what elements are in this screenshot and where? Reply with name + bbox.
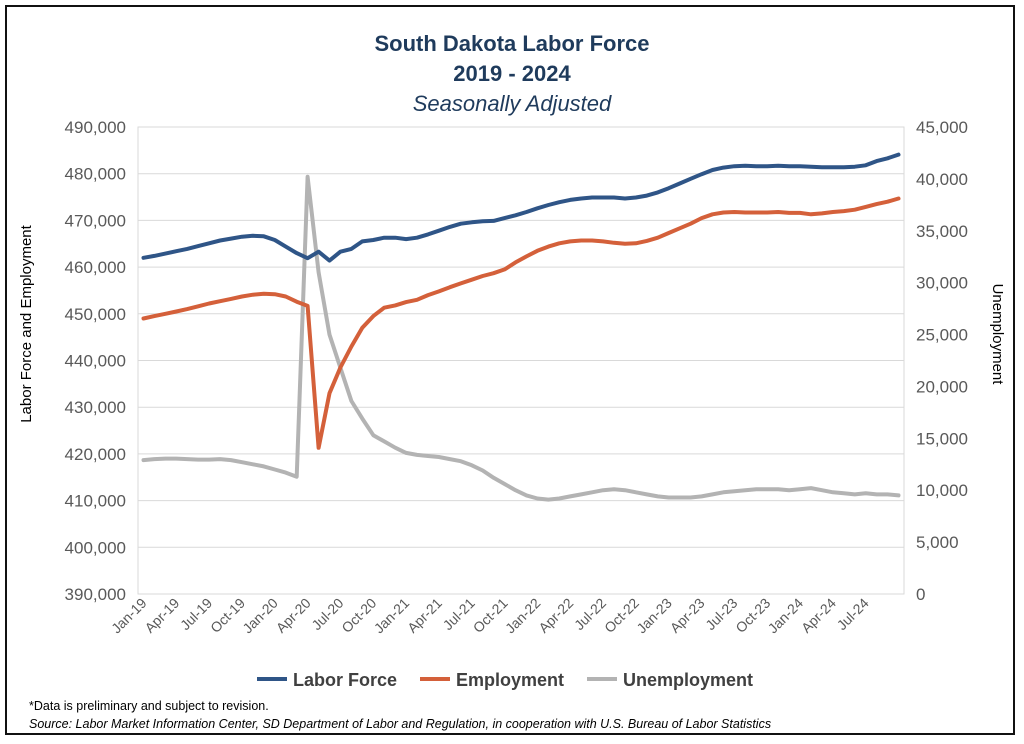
chart-subtitle: Seasonally Adjusted bbox=[412, 91, 612, 116]
x-tick-label: Apr-24 bbox=[798, 595, 839, 636]
y-tick-label: 470,000 bbox=[65, 211, 126, 230]
x-tick-label: Apr-20 bbox=[273, 595, 314, 636]
y-tick-label: 460,000 bbox=[65, 258, 126, 277]
preliminary-note: *Data is preliminary and subject to revi… bbox=[29, 699, 269, 713]
chart-years: 2019 - 2024 bbox=[453, 61, 571, 86]
y2-tick-label: 40,000 bbox=[916, 170, 968, 189]
x-tick-label: Jan-24 bbox=[765, 595, 807, 637]
y-tick-label: 440,000 bbox=[65, 352, 126, 371]
y-tick-label: 430,000 bbox=[65, 398, 126, 417]
legend-item-employment: Employment bbox=[420, 670, 564, 690]
y2-tick-label: 0 bbox=[916, 585, 925, 604]
chart-title: South Dakota Labor Force bbox=[374, 31, 650, 56]
y-tick-label: 450,000 bbox=[65, 305, 126, 324]
grid bbox=[137, 126, 905, 595]
x-tick-label: Apr-19 bbox=[141, 595, 182, 636]
x-tick-label: Apr-21 bbox=[404, 595, 445, 636]
legend-item-labor-force: Labor Force bbox=[257, 670, 397, 690]
x-tick-label: Oct-23 bbox=[732, 595, 773, 636]
y2-tick-label: 10,000 bbox=[916, 481, 968, 500]
x-tick-label: Oct-19 bbox=[207, 595, 248, 636]
x-tick-label: Oct-21 bbox=[470, 595, 511, 636]
y-tick-label: 420,000 bbox=[65, 445, 126, 464]
y-tick-label: 400,000 bbox=[65, 538, 126, 557]
line-chart: 390,000 400,000 410,000 420,000 430,000 440,0… bbox=[18, 118, 1006, 690]
legend-label: Employment bbox=[456, 670, 564, 690]
legend-label: Unemployment bbox=[623, 670, 753, 690]
y2-axis-label: Unemployment bbox=[989, 284, 1006, 386]
x-tick-label: Oct-22 bbox=[601, 595, 642, 636]
y-axis-left: 390,000 400,000 410,000 420,000 430,000 440,0… bbox=[65, 118, 126, 604]
y-tick-label: 410,000 bbox=[65, 492, 126, 511]
series-group bbox=[141, 152, 901, 502]
y2-tick-label: 25,000 bbox=[916, 326, 968, 345]
y-tick-label: 480,000 bbox=[65, 165, 126, 184]
series-line-unemployment bbox=[141, 174, 901, 502]
x-tick-label: Jul-24 bbox=[834, 595, 872, 633]
x-axis: Jan-19Apr-19Jul-19Oct-19Jan-20Apr-20Jul-… bbox=[108, 595, 872, 637]
x-tick-label: Jan-22 bbox=[502, 595, 544, 637]
x-tick-label: Jan-23 bbox=[633, 595, 675, 637]
y2-tick-label: 20,000 bbox=[916, 377, 968, 396]
y-axis-right: 0 5,000 10,000 15,000 20,000 25,000 30,000 35,0… bbox=[916, 118, 968, 604]
y-tick-label: 390,000 bbox=[65, 585, 126, 604]
x-tick-label: Apr-22 bbox=[535, 595, 576, 636]
x-tick-label: Jan-21 bbox=[371, 595, 413, 637]
y2-tick-label: 15,000 bbox=[916, 429, 968, 448]
y2-tick-label: 35,000 bbox=[916, 222, 968, 241]
footnotes: *Data is preliminary and subject to revi… bbox=[29, 697, 771, 733]
x-tick-label: Oct-20 bbox=[338, 595, 379, 636]
x-tick-label: Jan-20 bbox=[239, 595, 281, 637]
legend-item-unemployment: Unemployment bbox=[587, 670, 753, 690]
y2-tick-label: 45,000 bbox=[916, 118, 968, 137]
series-line-employment bbox=[141, 196, 901, 450]
title-block: South Dakota Labor Force 2019 - 2024 Sea… bbox=[7, 29, 1017, 119]
y2-tick-label: 30,000 bbox=[916, 274, 968, 293]
x-tick-label: Apr-23 bbox=[667, 595, 708, 636]
y-tick-label: 490,000 bbox=[65, 118, 126, 137]
chart-frame: South Dakota Labor Force 2019 - 2024 Sea… bbox=[5, 5, 1015, 735]
y-axis-label: Labor Force and Employment bbox=[18, 224, 35, 422]
y2-tick-label: 5,000 bbox=[916, 533, 959, 552]
series-line-labor-force bbox=[141, 152, 901, 263]
legend: Labor Force Employment Unemployment bbox=[257, 670, 753, 690]
source-note: Source: Labor Market Information Center,… bbox=[29, 717, 772, 731]
legend-label: Labor Force bbox=[293, 670, 397, 690]
